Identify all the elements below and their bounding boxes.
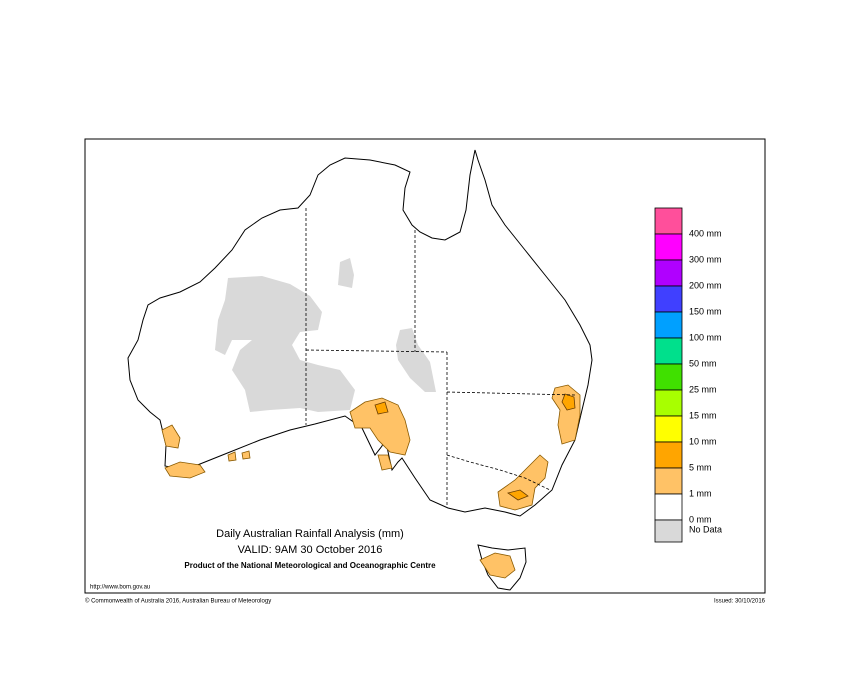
legend-swatch — [654, 259, 683, 287]
rain-patch — [497, 454, 549, 511]
url: http://www.bom.gov.au — [90, 585, 150, 591]
legend-swatch — [654, 441, 683, 469]
legend-label: 0 mm — [689, 514, 712, 524]
legend-label: 1 mm — [689, 488, 712, 498]
legend-label: 150 mm — [689, 306, 722, 316]
legend-swatch — [654, 363, 683, 391]
rain-patch — [227, 450, 251, 462]
title: Daily Australian Rainfall Analysis (mm) — [216, 528, 404, 540]
legend-label: 10 mm — [689, 436, 717, 446]
no-data-area — [396, 328, 436, 392]
legend-label: 400 mm — [689, 228, 722, 238]
legend-label: 25 mm — [689, 384, 717, 394]
legend-label: 15 mm — [689, 410, 717, 420]
legend-swatch — [654, 415, 683, 443]
legend-label: 100 mm — [689, 332, 722, 342]
legend-swatch — [654, 493, 683, 521]
legend-swatch — [654, 285, 683, 313]
rain-patch — [377, 454, 393, 471]
state-border — [305, 208, 576, 505]
legend-label: No Data — [689, 524, 722, 534]
legend-label: 5 mm — [689, 462, 712, 472]
rain-patch — [561, 393, 576, 411]
valid-time: VALID: 9AM 30 October 2016 — [238, 544, 383, 556]
legend-swatch — [654, 207, 683, 235]
legend-label: 300 mm — [689, 254, 722, 264]
issued: Issued: 30/10/2016 — [714, 599, 766, 605]
legend-swatch — [654, 519, 683, 543]
product-note: Product of the National Meteorological a… — [184, 561, 436, 570]
no-data-area — [215, 276, 355, 412]
rain-patch — [374, 401, 389, 415]
rain-patch — [349, 397, 411, 456]
rain-patch — [161, 424, 181, 449]
rain-patch — [164, 461, 206, 479]
rain-patch — [479, 552, 516, 579]
legend-label: 200 mm — [689, 280, 722, 290]
legend-swatch — [654, 337, 683, 365]
no-data-area — [338, 258, 354, 288]
legend-swatch — [654, 233, 683, 261]
legend-swatch — [654, 467, 683, 495]
legend-swatch — [654, 389, 683, 417]
legend: 400 mm 300 mm 200 mm 150 mm 100 mm 50 mm 25 mm… — [654, 207, 722, 543]
legend-label: 50 mm — [689, 358, 717, 368]
rain-patch — [507, 489, 529, 501]
copyright: © Commonwealth of Australia 2016, Austra… — [85, 598, 271, 605]
legend-swatch — [654, 311, 683, 339]
